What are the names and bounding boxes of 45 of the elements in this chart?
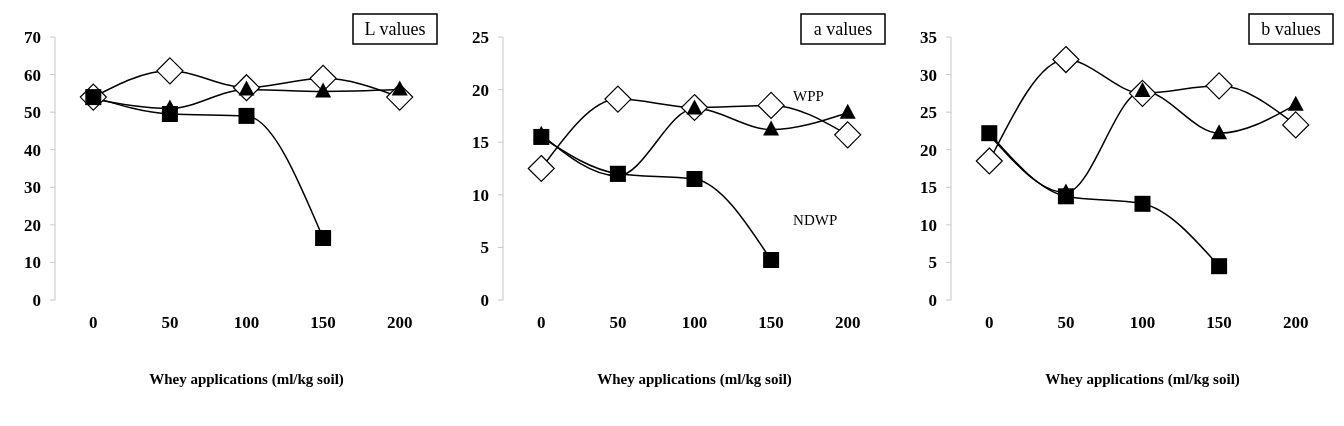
- y-tick-label: 70: [24, 27, 41, 47]
- y-tick-label: 5: [480, 238, 489, 258]
- x-tick-label: 0: [89, 313, 98, 332]
- y-tick-label: 40: [24, 140, 41, 160]
- x-tick-label: 100: [681, 313, 708, 332]
- y-tick-label: 10: [24, 253, 41, 273]
- x-axis-title: Whey applications (ml/kg soil): [149, 371, 344, 388]
- y-tick-label: 25: [472, 27, 489, 47]
- y-tick-label: 50: [24, 103, 41, 123]
- x-tick-label: 200: [1282, 313, 1309, 332]
- x-tick-label: 0: [537, 313, 546, 332]
- x-tick-label: 200: [386, 313, 413, 332]
- y-tick-label: 15: [472, 133, 489, 153]
- y-tick-label: 60: [24, 65, 41, 85]
- x-tick-label: 100: [233, 313, 260, 332]
- x-tick-label: 150: [758, 313, 784, 332]
- x-tick-label: 100: [1129, 313, 1156, 332]
- y-tick-label: 35: [920, 27, 937, 47]
- x-axis-title: Whey applications (ml/kg soil): [1045, 371, 1240, 388]
- y-tick-label: 25: [920, 103, 937, 123]
- series-label: NDWP: [793, 212, 838, 229]
- y-tick-label: 30: [920, 65, 937, 85]
- y-tick-label: 5: [928, 253, 937, 273]
- series-label: WPP: [793, 88, 824, 105]
- y-tick-label: 10: [920, 215, 937, 235]
- x-tick-label: 50: [609, 313, 627, 332]
- chart-title: a values: [813, 19, 873, 40]
- y-tick-label: 0: [32, 290, 41, 310]
- chart-title: b values: [1261, 19, 1321, 40]
- x-tick-label: 50: [1057, 313, 1075, 332]
- x-tick-label: 150: [1206, 313, 1232, 332]
- x-axis-title: Whey applications (ml/kg soil): [597, 371, 792, 388]
- y-tick-label: 15: [920, 178, 937, 198]
- y-tick-label: 0: [480, 290, 489, 310]
- y-tick-label: 30: [24, 178, 41, 198]
- x-tick-label: 50: [161, 313, 179, 332]
- y-tick-label: 20: [472, 80, 489, 100]
- x-tick-label: 200: [834, 313, 861, 332]
- x-tick-label: 150: [310, 313, 336, 332]
- chart-title: L values: [364, 19, 426, 40]
- y-tick-label: 20: [920, 140, 937, 160]
- x-tick-label: 0: [985, 313, 994, 332]
- y-tick-label: 20: [24, 215, 41, 235]
- y-tick-label: 10: [472, 185, 489, 205]
- y-tick-label: 0: [928, 290, 937, 310]
